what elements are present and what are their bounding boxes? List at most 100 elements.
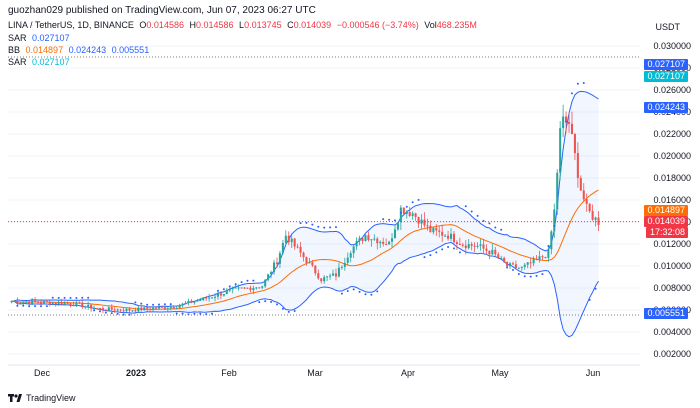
sar-dot [22,304,25,307]
candle-body [154,307,158,309]
sar-legend[interactable]: SAR 0.027107 [8,33,73,43]
low-label: L [239,20,245,30]
price-tick-label: 0.026000 [653,85,691,95]
candle-body [267,274,270,280]
sar-dot [157,303,160,306]
sar-dot [334,226,337,229]
sar-dot [275,303,278,306]
candle-body [98,308,102,310]
candle-body [399,207,402,223]
sar-dot [364,293,367,296]
candle-body [432,227,435,233]
bollinger-bands [11,90,599,338]
candle-body [66,302,69,304]
price-tick-label: 0.002000 [653,349,691,359]
candle-body [39,302,43,304]
candle-body [467,244,470,249]
candle-body [517,267,520,269]
close-value: 0.014039 [293,20,332,30]
sar-dot [57,296,60,299]
candle-body [252,288,255,291]
candle-body [237,287,240,289]
sar-dot [193,312,196,315]
sar-dot [393,219,396,222]
bb-label: BB [8,45,21,55]
candle-body [553,209,556,232]
candle-body [582,190,585,200]
candle-body [13,301,16,303]
sar-dot [476,214,479,217]
candle-body [36,301,40,303]
candle-body [48,301,51,305]
candle-body [45,301,48,303]
sar-dot [122,313,125,316]
candle-body [373,238,376,240]
symbol-name[interactable]: LINA / TetherUS, 1D, BINANCE [8,20,134,30]
sar-dot [506,266,509,269]
candle-body [110,307,113,310]
candle-body [547,249,550,258]
candle-body [222,293,225,296]
time-tick-label: 2023 [126,368,146,378]
candlesticks [10,104,600,314]
candle-body [255,287,258,289]
sar-dot [488,222,491,225]
sar-dot [411,201,414,204]
candle-body [506,262,509,267]
sar-dot [240,281,243,284]
sar-dot [317,225,320,228]
high-label: H [189,20,196,30]
candle-body [576,153,579,178]
candle-body [272,262,276,273]
candle-body [119,309,122,311]
candle-body [166,308,169,310]
sar-dot [81,296,84,299]
sar-dot [494,226,497,229]
time-tick-label: Jun [586,368,601,378]
price-tick-label: 0.012000 [653,239,691,249]
candle-body [181,303,184,306]
candle-body [208,297,211,299]
bb-legend[interactable]: BB 0.014897 0.024243 0.005551 [8,45,152,55]
sar-dot [352,288,355,291]
price-tick-label: 0.018000 [653,173,691,183]
candle-body [382,241,385,244]
sar-dot [576,82,579,85]
sar-dot [246,279,249,282]
open-value: 0.014586 [146,20,184,30]
candle-body [84,306,87,308]
sar-dot [264,300,267,303]
sar-dot [93,309,96,312]
tradingview-brand[interactable]: TradingView [8,393,76,403]
time-tick-label: Feb [221,368,237,378]
candle-body [10,301,13,303]
sar-dot [376,290,379,293]
candle-body [364,235,367,241]
sar-dot [34,305,37,308]
sar-dot [51,296,54,299]
candle-body [69,303,72,305]
sar-dot [517,272,520,275]
candle-body [270,272,273,275]
price-tick-label: 0.004000 [653,327,691,337]
candle-body [523,264,526,267]
sar-dot [152,303,155,306]
candle-body [538,256,541,260]
sar2-price-tag: 0.027107 [644,71,688,82]
candle-body [494,249,497,255]
sar-dot [429,254,432,257]
candle-body [31,300,34,304]
time-axis[interactable]: Dec 2023 Feb Mar Apr May Jun [34,368,600,378]
candle-body [390,238,394,242]
sar-dot [346,290,349,293]
currency-label: USDT [655,22,681,32]
sar-dot [116,312,119,315]
candle-body [320,278,323,282]
candle-body [101,308,104,310]
candle-body [249,287,252,291]
price-tick-label: 0.030000 [653,41,691,51]
sar2-legend[interactable]: SAR 0.027107 [8,57,73,67]
candle-body [358,238,361,242]
sar-dot [588,298,591,301]
